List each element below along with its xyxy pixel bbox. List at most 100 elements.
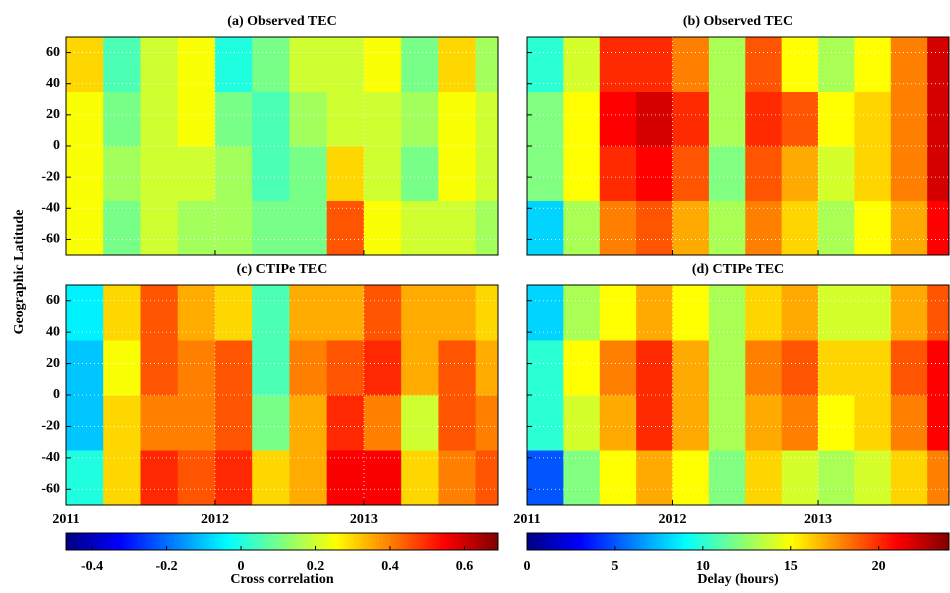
heat-cell — [177, 395, 216, 451]
colorbar-swatch — [102, 533, 107, 550]
colorbar-swatch — [579, 533, 584, 550]
colorbar-swatch — [174, 533, 179, 550]
colorbar-swatch — [390, 533, 395, 550]
colorbar-swatch — [271, 533, 276, 550]
colorbar-swatch — [109, 533, 114, 550]
colorbar-swatch — [159, 533, 164, 550]
colorbar-swatch — [357, 533, 362, 550]
heat-cell — [781, 200, 819, 256]
heat-cell — [854, 340, 892, 396]
colorbar-swatch — [411, 533, 416, 550]
colorbar-tick-label: -0.2 — [155, 559, 177, 574]
colorbar-swatch — [938, 533, 943, 550]
heat-cell — [527, 200, 564, 256]
heat-cell — [672, 91, 710, 147]
plot-frame — [526, 284, 950, 506]
heat-cell — [326, 340, 365, 396]
heat-cell — [672, 200, 710, 256]
heat-cell — [103, 91, 141, 147]
colorbar-swatch — [766, 533, 771, 550]
colorbar-swatch — [116, 533, 121, 550]
colorbar-swatch — [713, 533, 718, 550]
colorbar-swatch — [354, 533, 359, 550]
heat-cell — [289, 285, 328, 341]
colorbar-swatch — [361, 533, 366, 550]
colorbar-swatch — [184, 533, 189, 550]
heat-cell — [818, 146, 855, 201]
heat-cell — [140, 285, 179, 341]
panel-title: (c) CTIPe TEC — [237, 262, 328, 277]
heat-cell — [890, 91, 928, 147]
y-axis-label: Geographic Latitude — [12, 210, 27, 335]
colorbar-swatch — [527, 533, 532, 550]
colorbar-swatch — [433, 533, 438, 550]
colorbar-swatch — [134, 533, 139, 550]
y-tick-label: 0 — [53, 138, 60, 153]
colorbar-swatch — [487, 533, 492, 550]
heat-cell — [818, 200, 855, 256]
colorbar-tick-label: -0.4 — [81, 559, 103, 574]
heat-cell — [527, 37, 564, 92]
x-tick-label: 2011 — [513, 512, 540, 527]
colorbar-swatch — [695, 533, 700, 550]
heat-cell — [140, 37, 179, 92]
heat-cell — [326, 285, 365, 341]
heat-cell — [103, 450, 141, 506]
heat-cell — [214, 450, 253, 506]
colorbar-swatch — [562, 533, 567, 550]
colorbar-swatch — [794, 533, 799, 550]
colorbar-swatch — [773, 533, 778, 550]
colorbar-swatch — [145, 533, 150, 550]
colorbar-swatch — [692, 533, 697, 550]
colorbar-swatch — [375, 533, 380, 550]
heat-cell — [708, 395, 746, 451]
colorbar-swatch — [674, 533, 679, 550]
heat-cell — [401, 285, 439, 341]
y-tick-label: -60 — [41, 482, 60, 497]
y-tick-label: 0 — [53, 387, 60, 402]
colorbar-swatch — [462, 533, 467, 550]
heat-cell — [818, 340, 855, 396]
colorbar-swatch — [206, 533, 211, 550]
colorbar-swatch — [815, 533, 820, 550]
colorbar-swatch — [386, 533, 391, 550]
colorbar-swatch — [664, 533, 669, 550]
heat-cell — [527, 395, 564, 451]
heat-cell — [438, 200, 477, 256]
colorbar-swatch — [447, 533, 452, 550]
heat-cell — [745, 340, 783, 396]
heat-cell — [401, 395, 439, 451]
heat-cell — [66, 340, 104, 396]
colorbar-swatch — [105, 533, 110, 550]
colorbar-swatch — [685, 533, 690, 550]
colorbar-swatch — [458, 533, 463, 550]
heat-cell — [890, 200, 928, 256]
colorbar-swatch — [530, 533, 535, 550]
colorbar-swatch — [738, 533, 743, 550]
colorbar-swatch — [716, 533, 721, 550]
heat-cell — [177, 285, 216, 341]
heat-cell — [563, 395, 601, 451]
colorbar-swatch — [748, 533, 753, 550]
heat-cell — [252, 395, 290, 451]
heat-cell — [252, 200, 290, 256]
heat-cell — [781, 146, 819, 201]
plot-frame — [526, 36, 950, 256]
colorbar-swatch — [343, 533, 348, 550]
colorbar-swatch — [231, 533, 236, 550]
colorbar-swatch — [314, 533, 319, 550]
colorbar-swatch — [332, 533, 337, 550]
colorbar-swatch — [818, 533, 823, 550]
heat-cell — [636, 395, 674, 451]
heat-cell — [745, 91, 783, 147]
heat-cell — [708, 91, 746, 147]
colorbar-swatch — [267, 533, 272, 550]
colorbar-swatch — [80, 533, 85, 550]
heat-cell — [781, 340, 819, 396]
colorbar-swatch — [586, 533, 591, 550]
colorbar-swatch — [621, 533, 626, 550]
colorbar-swatch — [755, 533, 760, 550]
colorbar-swatch — [440, 533, 445, 550]
colorbar-swatch — [790, 533, 795, 550]
